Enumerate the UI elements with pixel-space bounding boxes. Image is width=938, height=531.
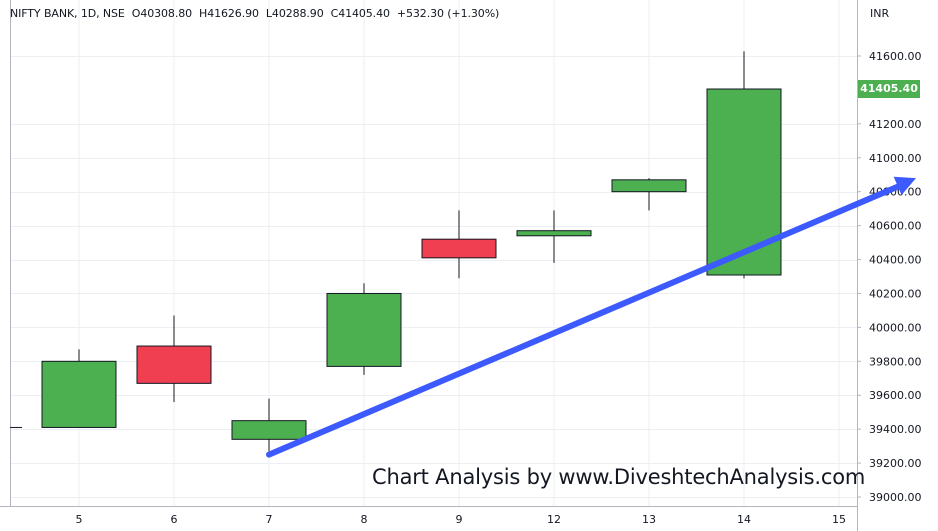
x-tick-label: 5 <box>76 513 83 526</box>
candle-up[interactable] <box>516 230 592 237</box>
candle-down[interactable] <box>421 238 497 259</box>
y-tick-label: 39400.00 <box>869 423 922 436</box>
x-tick-label: 15 <box>832 513 846 526</box>
watermark-text: Chart Analysis by www.DiveshtechAnalysis… <box>372 465 866 489</box>
high-value: H41626.90 <box>199 7 259 20</box>
trend-arrow-line[interactable] <box>266 180 909 458</box>
currency-label: INR <box>870 7 890 20</box>
candle-up[interactable] <box>611 179 687 193</box>
y-tick-label: 41200.00 <box>869 118 922 131</box>
y-tick-label: 41600.00 <box>869 50 922 63</box>
y-tick-label: 40400.00 <box>869 254 922 267</box>
y-tick-label: 39600.00 <box>869 389 922 402</box>
x-tick-label: 9 <box>456 513 463 526</box>
candle-up[interactable] <box>231 420 307 440</box>
candle-up[interactable] <box>326 292 402 367</box>
low-value: L40288.90 <box>265 7 324 20</box>
y-tick-label: 40600.00 <box>869 220 922 233</box>
open-value: O40308.80 <box>131 7 193 20</box>
x-tick-label: 6 <box>171 513 178 526</box>
y-tick-label: 39800.00 <box>869 355 922 368</box>
candle-up[interactable] <box>706 88 782 276</box>
y-tick-label: 39000.00 <box>869 491 922 504</box>
trend-arrow-head <box>893 176 916 196</box>
close-value: C41405.40 <box>330 7 390 20</box>
candle-up[interactable] <box>41 360 117 428</box>
x-tick-label: 12 <box>547 513 561 526</box>
y-tick-label: 40200.00 <box>869 287 922 300</box>
candle-down[interactable] <box>136 345 212 384</box>
chart-header: NIFTY BANK, 1D, NSE O40308.80 H41626.90 L40… <box>10 7 506 20</box>
y-tick-label: 39200.00 <box>869 457 922 470</box>
x-tick-label: 14 <box>737 513 751 526</box>
x-tick-label: 7 <box>266 513 273 526</box>
y-tick-label: 41000.00 <box>869 152 922 165</box>
symbol-label: NIFTY BANK, 1D, NSE <box>10 7 125 20</box>
change-value: +532.30 (+1.30%) <box>396 7 500 20</box>
y-tick-label: 40000.00 <box>869 321 922 334</box>
x-tick-label: 8 <box>361 513 368 526</box>
last-price-tag: 41405.40 <box>858 80 920 98</box>
x-tick-label: 13 <box>642 513 656 526</box>
